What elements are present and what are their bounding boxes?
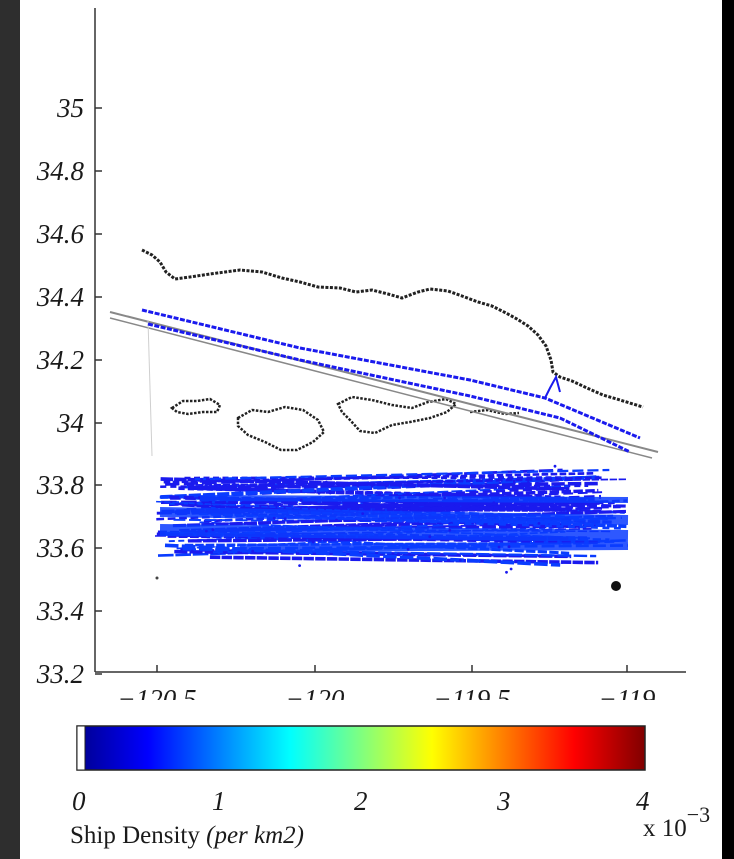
colorbar-zero-cell xyxy=(76,725,86,771)
ship-point xyxy=(309,475,313,479)
ship-track xyxy=(184,476,567,480)
ship-point xyxy=(298,564,301,567)
colorbar-label-4: 4 xyxy=(636,786,650,816)
ship-track xyxy=(209,501,562,509)
ship-track-core xyxy=(159,507,629,525)
island-speck xyxy=(155,576,159,580)
ship-point xyxy=(270,482,274,486)
lane-track-connector xyxy=(544,374,561,399)
ship-point xyxy=(251,549,255,553)
ship-track xyxy=(160,475,597,500)
y-tick-label: 33.6 xyxy=(36,533,85,563)
x-tick-label: −119 xyxy=(599,684,656,700)
ship-point xyxy=(426,480,430,484)
ship-point xyxy=(211,528,215,532)
ship-point xyxy=(428,535,432,539)
ship-point xyxy=(361,512,365,515)
ship-point xyxy=(335,518,338,522)
ship-track xyxy=(160,477,570,491)
ship-point xyxy=(233,482,236,486)
ship-point xyxy=(443,496,446,500)
y-tick-label: 34.6 xyxy=(36,219,85,249)
island-santa-cruz xyxy=(336,395,459,435)
y-tick-label: 33.8 xyxy=(36,470,85,500)
colorbar xyxy=(76,725,646,771)
ship-point xyxy=(492,501,496,505)
ship-point xyxy=(190,549,194,553)
colorbar-label-3: 3 xyxy=(497,786,511,816)
colorbar-unit: (per km2) xyxy=(206,822,305,849)
ship-point xyxy=(497,545,501,549)
y-tick-label: 33.4 xyxy=(36,596,84,626)
exponent-power: −3 xyxy=(686,802,711,827)
coastline xyxy=(141,248,644,409)
x-tick-label: −119.5 xyxy=(434,684,511,700)
ship-point xyxy=(201,482,205,485)
y-tick-label: 35 xyxy=(56,93,84,123)
right-edge-strip xyxy=(722,0,734,859)
ship-point xyxy=(398,496,401,500)
ship-track xyxy=(164,543,561,567)
colorbar-label-2: 2 xyxy=(354,786,368,816)
shipping-lane-south-boundary xyxy=(109,317,653,459)
y-tick-label: 34.2 xyxy=(36,345,84,375)
ship-tracks-band xyxy=(154,464,629,574)
x-tick-label: −120 xyxy=(286,684,345,700)
colorbar-label-0: 0 xyxy=(72,786,86,816)
colorbar-title-text: Ship Density xyxy=(70,822,200,849)
ship-point xyxy=(311,540,315,544)
ship-point xyxy=(560,561,564,564)
ship-track xyxy=(174,487,568,506)
ship-track xyxy=(209,555,599,565)
lane-track-southbound xyxy=(147,322,631,454)
ship-point xyxy=(283,517,287,521)
ship-point xyxy=(458,558,462,562)
ship-point xyxy=(570,477,573,480)
ship-point xyxy=(272,516,276,520)
y-tick-label: 34.8 xyxy=(36,156,85,186)
ship-track-core xyxy=(199,495,629,503)
ship-point xyxy=(507,545,511,549)
ship-point xyxy=(537,522,541,525)
island-santa-rosa xyxy=(236,405,326,452)
ship-point xyxy=(317,491,321,495)
colorbar-label-1: 1 xyxy=(212,786,226,816)
ship-point xyxy=(406,547,410,551)
ship-point xyxy=(553,464,557,468)
ship-point xyxy=(448,528,452,532)
ship-point xyxy=(200,478,204,481)
exponent-base: x 10 xyxy=(643,815,687,842)
ship-point xyxy=(509,567,513,571)
ship-track xyxy=(194,468,610,481)
ship-point xyxy=(505,570,508,574)
y-axis-ticks: 35 34.8 34.6 34.4 34.2 34 33.8 33.6 33.4 33.2 xyxy=(36,93,102,689)
ship-point xyxy=(205,529,208,533)
ship-point xyxy=(477,487,481,490)
island-dot xyxy=(611,581,621,591)
x-axis-ticks: −120.5 −120 −119.5 −119 xyxy=(118,665,656,700)
y-tick-label: 34 xyxy=(56,408,84,438)
ship-track-core xyxy=(159,524,629,542)
ship-point xyxy=(265,483,268,487)
ship-point xyxy=(328,491,332,495)
ship-density-map: 35 34.8 34.6 34.4 34.2 34 33.8 33.6 33.4 33.2 −12… xyxy=(36,8,686,700)
ship-point xyxy=(397,552,400,556)
lane-track-northbound xyxy=(141,308,641,440)
left-edge-strip xyxy=(0,0,20,859)
ship-point xyxy=(304,519,308,523)
ship-track-core xyxy=(239,542,629,552)
survey-box-edge xyxy=(147,319,153,457)
island-anacapa xyxy=(469,408,520,416)
ship-point xyxy=(299,498,303,502)
colorbar-title: Ship Density (per km2) xyxy=(70,822,304,850)
colorbar-exponent: x 10−3 xyxy=(643,802,710,843)
y-tick-label: 33.2 xyxy=(36,659,84,689)
ship-point xyxy=(448,483,452,487)
colorbar-gradient xyxy=(76,725,646,771)
y-tick-label: 34.4 xyxy=(36,282,84,312)
x-tick-label: −120.5 xyxy=(118,684,197,700)
island-san-miguel xyxy=(169,397,222,416)
ship-point xyxy=(324,480,328,484)
